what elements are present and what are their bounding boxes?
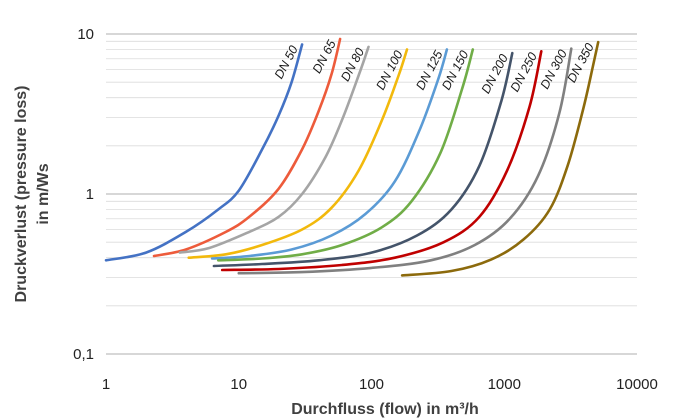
major-gridlines: [106, 33, 637, 355]
series-line-dn200: [212, 51, 514, 268]
series-lines: [104, 37, 600, 277]
x-axis-title: Durchfluss (flow) in m³/h: [291, 401, 479, 418]
y-tick-label: 0,1: [73, 346, 94, 363]
x-tick-label: 10000: [616, 376, 658, 393]
series-line-dn65: [152, 37, 342, 258]
x-tick-labels: 1 10 100 1000 10000: [102, 376, 658, 393]
series-line-dn100: [187, 48, 409, 259]
series-line-dn350: [400, 40, 600, 277]
series-line-dn300: [237, 47, 573, 275]
y-axis-title-line2: in m/Ws: [35, 163, 52, 224]
series-line-dn80: [178, 45, 370, 254]
x-tick-label: 100: [359, 376, 384, 393]
x-tick-label: 1: [102, 376, 110, 393]
y-tick-label: 1: [86, 186, 94, 203]
y-axis-title: Druckverlust (pressure loss) in m/Ws: [13, 86, 52, 303]
y-tick-label: 10: [77, 26, 94, 43]
series-line-dn125: [210, 48, 449, 260]
series-line-dn250: [220, 50, 543, 272]
series-line-dn150: [216, 48, 475, 262]
x-tick-label: 1000: [488, 376, 521, 393]
y-tick-labels: 0,1 1 10: [73, 26, 94, 363]
y-axis-title-line1: Druckverlust (pressure loss): [13, 86, 30, 303]
series-line-dn50: [104, 43, 304, 262]
x-tick-label: 10: [230, 376, 247, 393]
